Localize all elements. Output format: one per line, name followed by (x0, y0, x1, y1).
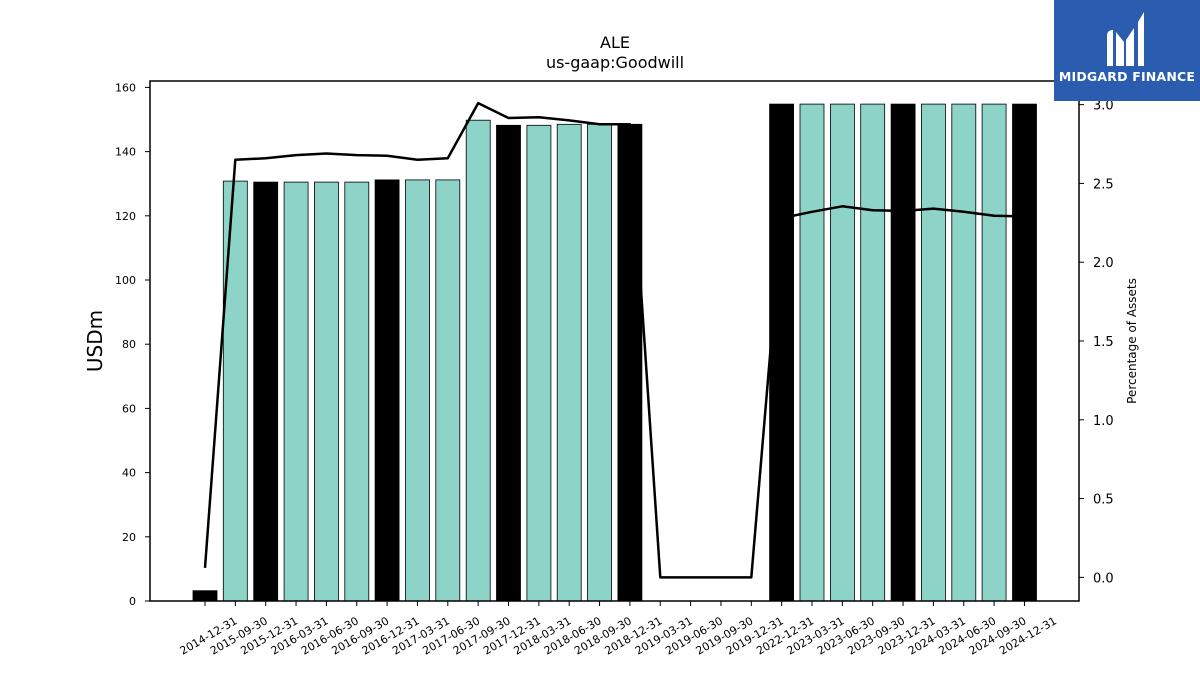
line-layer (203, 101, 1025, 579)
bar (435, 179, 461, 602)
y2-tick-label: 0.0 (1093, 571, 1114, 586)
y2-tick-label: 2.0 (1093, 256, 1114, 271)
y-tick-label: 160 (115, 81, 136, 94)
chart-title: ALE (600, 33, 630, 52)
bar (344, 181, 370, 602)
y2-tick-label: 3.0 (1093, 99, 1114, 114)
chart-subtitle: us-gaap:Goodwill (546, 53, 684, 72)
y-tick-label: 0 (129, 595, 136, 608)
bar (222, 180, 248, 602)
midgard-logo-icon (1107, 12, 1144, 66)
y2-tick-label: 1.0 (1093, 414, 1114, 429)
y-tick-label: 40 (122, 467, 136, 480)
bar (587, 123, 612, 602)
bar (830, 103, 855, 602)
y-tick-label: 80 (122, 338, 136, 351)
bars-layer (192, 103, 1037, 602)
bar (313, 181, 339, 602)
y2-axis-label: Percentage of Assets (1125, 278, 1139, 404)
bar (405, 179, 430, 602)
y2-tick-label: 2.5 (1093, 177, 1114, 192)
y-tick-label: 140 (115, 146, 136, 159)
logo: MIDGARD FINANCE (1054, 0, 1200, 101)
y-axis: 0 20 40 60 80 100 120 140 160 (115, 81, 150, 608)
bar (890, 103, 916, 602)
bar (799, 103, 825, 602)
y-tick-label: 20 (122, 531, 136, 544)
y-axis-label: USDm (83, 310, 107, 372)
x-axis: 2014-12-312015-09-302015-12-312016-03-31… (178, 601, 1059, 658)
y-tick-label: 60 (122, 402, 136, 415)
bar (465, 119, 491, 602)
bar (496, 124, 521, 602)
bar (921, 103, 946, 602)
y2-tick-label: 1.5 (1093, 335, 1114, 350)
bar (526, 124, 552, 602)
series-line (203, 101, 1025, 579)
y-tick-label: 100 (115, 274, 136, 287)
bar (617, 123, 643, 602)
y-tick-label: 120 (115, 210, 136, 223)
bar (769, 103, 794, 602)
logo-text: MIDGARD FINANCE (1058, 69, 1196, 84)
y2-axis: 0.0 0.5 1.0 1.5 2.0 2.5 3.0 (1079, 99, 1114, 586)
y2-tick-label: 0.5 (1093, 493, 1114, 508)
bar (374, 179, 400, 602)
bar (253, 181, 279, 602)
bar (1012, 103, 1037, 602)
bar (981, 103, 1007, 602)
bar (192, 590, 218, 602)
bar (860, 103, 886, 602)
bar (556, 123, 582, 602)
bar (283, 181, 309, 602)
bar (951, 103, 977, 602)
